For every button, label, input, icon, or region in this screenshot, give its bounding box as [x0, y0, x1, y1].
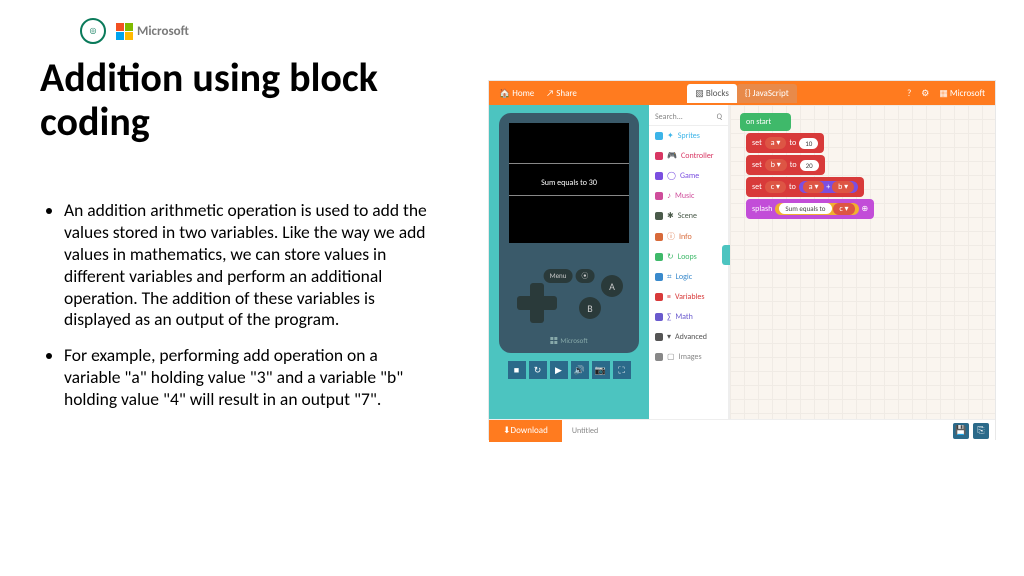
toolstrip-button[interactable]: 📷 — [592, 361, 610, 379]
bottom-bar: ⬇ Download Untitled 💾⎘ — [489, 419, 995, 441]
microsoft-logo: Microsoft — [116, 23, 189, 40]
header-logos: ◎ Microsoft — [80, 18, 189, 44]
bullet-item: For example, performing add operation on… — [64, 345, 434, 411]
makecode-screenshot: 🏠 Home ↗ Share ▧ Blocks{} JavaScript ? ⚙ ▦ … — [488, 80, 996, 440]
ms-brand: ▦ Microsoft — [939, 88, 985, 99]
tab-javascript[interactable]: {} JavaScript — [737, 84, 797, 103]
seal-logo: ◎ — [80, 18, 106, 44]
bullet-item: An addition arithmetic operation is used… — [64, 200, 434, 331]
block-canvas[interactable]: on start set a ▾ to 10set b ▾ to 20set c … — [729, 105, 995, 419]
block-onstart[interactable]: on start — [740, 113, 791, 131]
category-scene[interactable]: ✱Scene — [649, 206, 728, 226]
block-set-c[interactable]: set c ▾ to a ▾ + b ▾ — [746, 177, 864, 197]
device-simulator: Sum equals to 30 Menu⦿ A B Microsoft — [499, 113, 639, 353]
search-input[interactable]: Search... Q — [649, 109, 728, 126]
slide-title: Addition using block coding — [40, 56, 460, 144]
microsoft-text: Microsoft — [137, 24, 189, 39]
category-advanced[interactable]: ▾Advanced — [649, 327, 728, 347]
bullet-list: An addition arithmetic operation is used… — [44, 200, 434, 425]
bottom-button[interactable]: 💾 — [953, 423, 969, 439]
category-controller[interactable]: 🎮Controller — [649, 146, 728, 166]
toolstrip-button[interactable]: ■ — [508, 361, 526, 379]
menu-button[interactable]: Menu⦿ — [544, 269, 595, 283]
block-splash[interactable]: splash Sum equals to c ▾ ⊕ — [746, 199, 874, 219]
help-icon[interactable]: ? — [907, 88, 911, 99]
category-math[interactable]: ∑Math — [649, 307, 728, 327]
b-button[interactable]: B — [579, 297, 601, 319]
category-sprites[interactable]: ✦Sprites — [649, 126, 728, 146]
category-column: Search... Q ✦Sprites🎮Controller◯Game♪Mus… — [649, 105, 729, 419]
device-screen: Sum equals to 30 — [509, 123, 629, 243]
category-images[interactable]: ▢Images — [649, 347, 728, 367]
dpad[interactable] — [517, 283, 557, 323]
toolstrip-button[interactable]: ↻ — [529, 361, 547, 379]
tab-blocks[interactable]: ▧ Blocks — [687, 84, 737, 103]
category-game[interactable]: ◯Game — [649, 166, 728, 186]
category-logic[interactable]: ⌗Logic — [649, 267, 728, 287]
simulator-column: Sum equals to 30 Menu⦿ A B Microsoft ■↻▶… — [489, 105, 649, 419]
bottom-button[interactable]: ⎘ — [973, 423, 989, 439]
toolstrip-button[interactable]: ⛶ — [613, 361, 631, 379]
nav-home[interactable]: 🏠 Home — [499, 88, 534, 99]
screen-text: Sum equals to 30 — [541, 178, 597, 188]
category-variables[interactable]: ≡Variables — [649, 287, 728, 307]
a-button[interactable]: A — [601, 275, 623, 297]
top-bar: 🏠 Home ↗ Share ▧ Blocks{} JavaScript ? ⚙ ▦ … — [489, 81, 995, 105]
block-set-a[interactable]: set a ▾ to 10 — [746, 133, 824, 153]
gear-icon[interactable]: ⚙ — [921, 88, 929, 99]
collapse-chevron-icon[interactable] — [722, 245, 730, 265]
category-loops[interactable]: ↻Loops — [649, 247, 728, 267]
sim-toolstrip: ■↻▶🔊📷⛶ — [508, 361, 631, 379]
toolstrip-button[interactable]: ▶ — [550, 361, 568, 379]
nav-share[interactable]: ↗ Share — [546, 88, 577, 99]
search-icon: Q — [717, 112, 722, 122]
download-button[interactable]: ⬇ Download — [489, 420, 562, 442]
toolstrip-button[interactable]: 🔊 — [571, 361, 589, 379]
block-set-b[interactable]: set b ▾ to 20 — [746, 155, 825, 175]
category-info[interactable]: ⓘInfo — [649, 226, 728, 247]
project-name[interactable]: Untitled — [572, 426, 598, 436]
device-footer: Microsoft — [550, 336, 587, 345]
category-music[interactable]: ♪Music — [649, 186, 728, 206]
